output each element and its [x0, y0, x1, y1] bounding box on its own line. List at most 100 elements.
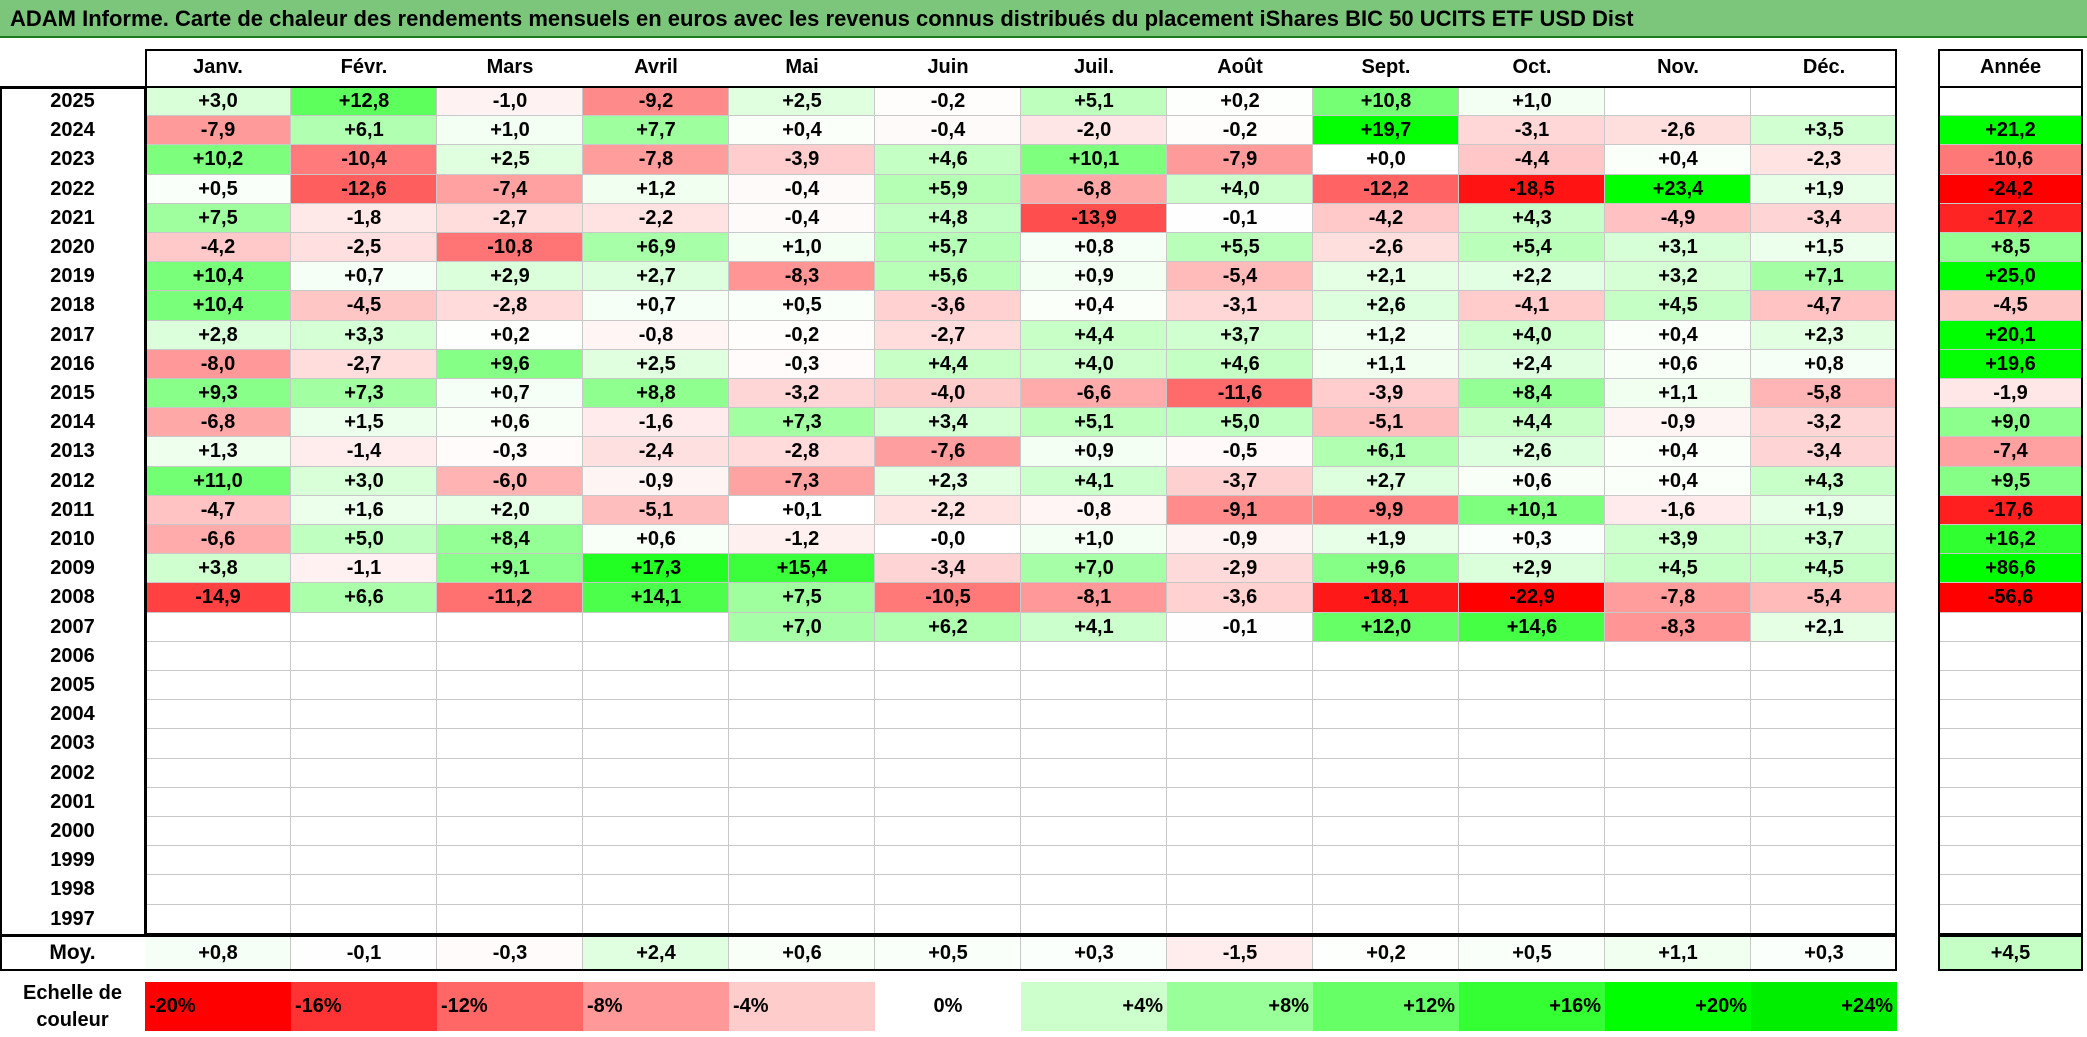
year-total-value: +19,6 — [1985, 352, 2036, 375]
year-label: 2015 — [50, 382, 95, 404]
heatmap-cell — [875, 904, 1021, 934]
cell-value: -7,9 — [200, 119, 236, 142]
heatmap-cell — [1021, 904, 1167, 934]
year-total-cell — [1938, 729, 2083, 759]
cell-value: -9,1 — [1222, 498, 1258, 521]
heatmap-cell — [1313, 641, 1459, 671]
heatmap-cell — [1605, 291, 1751, 321]
heatmap-cell — [1021, 554, 1167, 584]
heatmap-cell — [1167, 641, 1313, 671]
cell-value: +4,3 — [1512, 206, 1552, 229]
heatmap-cell — [729, 554, 875, 584]
cell-value: +7,5 — [782, 586, 822, 609]
heatmap-cell — [583, 349, 729, 379]
heatmap-cell — [1459, 817, 1605, 847]
cell-value: +6,6 — [344, 586, 384, 609]
cell-value: +0,2 — [490, 323, 530, 346]
heatmap-cell — [875, 817, 1021, 847]
cell-value: -4,5 — [346, 294, 382, 317]
year-label: 2022 — [50, 177, 95, 200]
heatmap-cell — [1605, 320, 1751, 350]
heatmap-cell — [729, 145, 875, 175]
heatmap-cell — [1605, 174, 1751, 204]
month-header-3: Mars — [486, 56, 534, 78]
cell-value: -12,6 — [341, 177, 387, 200]
cell-value: -5,4 — [1806, 586, 1842, 609]
heatmap-cell — [729, 904, 875, 934]
heatmap-cell — [291, 408, 437, 438]
heatmap-cell — [1313, 203, 1459, 233]
heatmap-cell — [583, 466, 729, 496]
heatmap-cell — [291, 349, 437, 379]
heatmap-cell — [437, 349, 583, 379]
heatmap-cell — [1605, 612, 1751, 642]
cell-value: -0,9 — [1222, 528, 1258, 550]
cell-value: -3,1 — [1222, 294, 1258, 317]
heatmap-cell — [437, 233, 583, 263]
heatmap-cell — [291, 875, 437, 905]
cell-value: -0,1 — [1222, 615, 1258, 638]
heatmap-cell — [1459, 495, 1605, 525]
cell-value: -0,8 — [638, 323, 674, 346]
heatmap-cell — [1459, 233, 1605, 263]
heatmap-cell — [1313, 817, 1459, 847]
cell-value: +1,0 — [1074, 528, 1114, 550]
cell-value: -7,9 — [1222, 148, 1258, 171]
heatmap-cell — [1605, 729, 1751, 759]
heatmap-cell — [875, 846, 1021, 876]
heatmap-cell — [583, 846, 729, 876]
heatmap-cell — [875, 671, 1021, 701]
heatmap-cell — [1605, 495, 1751, 525]
heatmap-cell — [875, 554, 1021, 584]
cell-value: +1,2 — [1366, 323, 1406, 346]
heatmap-cell — [1021, 203, 1167, 233]
heatmap-cell — [291, 554, 437, 584]
heatmap-cell — [1605, 583, 1751, 613]
heatmap-cell — [145, 291, 291, 321]
cell-value: -8,3 — [784, 265, 820, 288]
year-total-cell — [1938, 408, 2083, 438]
heatmap-cell — [1751, 700, 1897, 730]
cell-value: +2,9 — [1512, 557, 1552, 580]
cell-value: +2,3 — [928, 469, 968, 492]
heatmap-cell — [145, 437, 291, 467]
cell-value: +2,4 — [1512, 352, 1552, 375]
cell-value: -5,1 — [638, 498, 674, 521]
cell-value: +2,1 — [1366, 265, 1406, 288]
chart-title: ADAM Informe. Carte de chaleur des rende… — [0, 0, 2087, 38]
heatmap-cell — [875, 87, 1021, 117]
cell-value: +4,1 — [1074, 469, 1114, 492]
cell-value: -6,6 — [200, 528, 236, 550]
cell-value: +2,5 — [782, 90, 822, 112]
heatmap-cell — [1459, 729, 1605, 759]
heatmap-cell — [1459, 145, 1605, 175]
heatmap-cell — [875, 291, 1021, 321]
heatmap-cell — [1167, 846, 1313, 876]
cell-value: -7,6 — [930, 440, 966, 463]
heatmap-cell — [1313, 729, 1459, 759]
heatmap-cell — [1167, 817, 1313, 847]
heatmap-cell — [1751, 758, 1897, 788]
heatmap-cell — [145, 641, 291, 671]
year-total-cell — [1938, 349, 2083, 379]
cell-value: +7,1 — [1804, 265, 1844, 288]
month-header-12: Déc. — [1802, 56, 1846, 78]
cell-value: +4,1 — [1074, 615, 1114, 638]
month-header-2: Févr. — [340, 56, 388, 78]
heatmap-cell — [1751, 495, 1897, 525]
cell-value: -1,0 — [492, 90, 528, 112]
cell-value: +3,4 — [928, 411, 968, 434]
heatmap-cell — [1313, 700, 1459, 730]
heatmap-cell — [875, 700, 1021, 730]
color-scale-stop: +20% — [1605, 982, 1751, 1031]
heatmap-cell — [1751, 875, 1897, 905]
year-total-cell — [1938, 554, 2083, 584]
heatmap-cell — [1167, 525, 1313, 555]
cell-value: -4,9 — [1660, 206, 1696, 229]
heatmap-cell — [291, 525, 437, 555]
cell-value: -2,7 — [930, 323, 966, 346]
heatmap-cell — [1313, 174, 1459, 204]
heatmap-cell — [1167, 875, 1313, 905]
heatmap-cell — [1167, 379, 1313, 409]
color-scale-stop: +16% — [1459, 982, 1605, 1031]
